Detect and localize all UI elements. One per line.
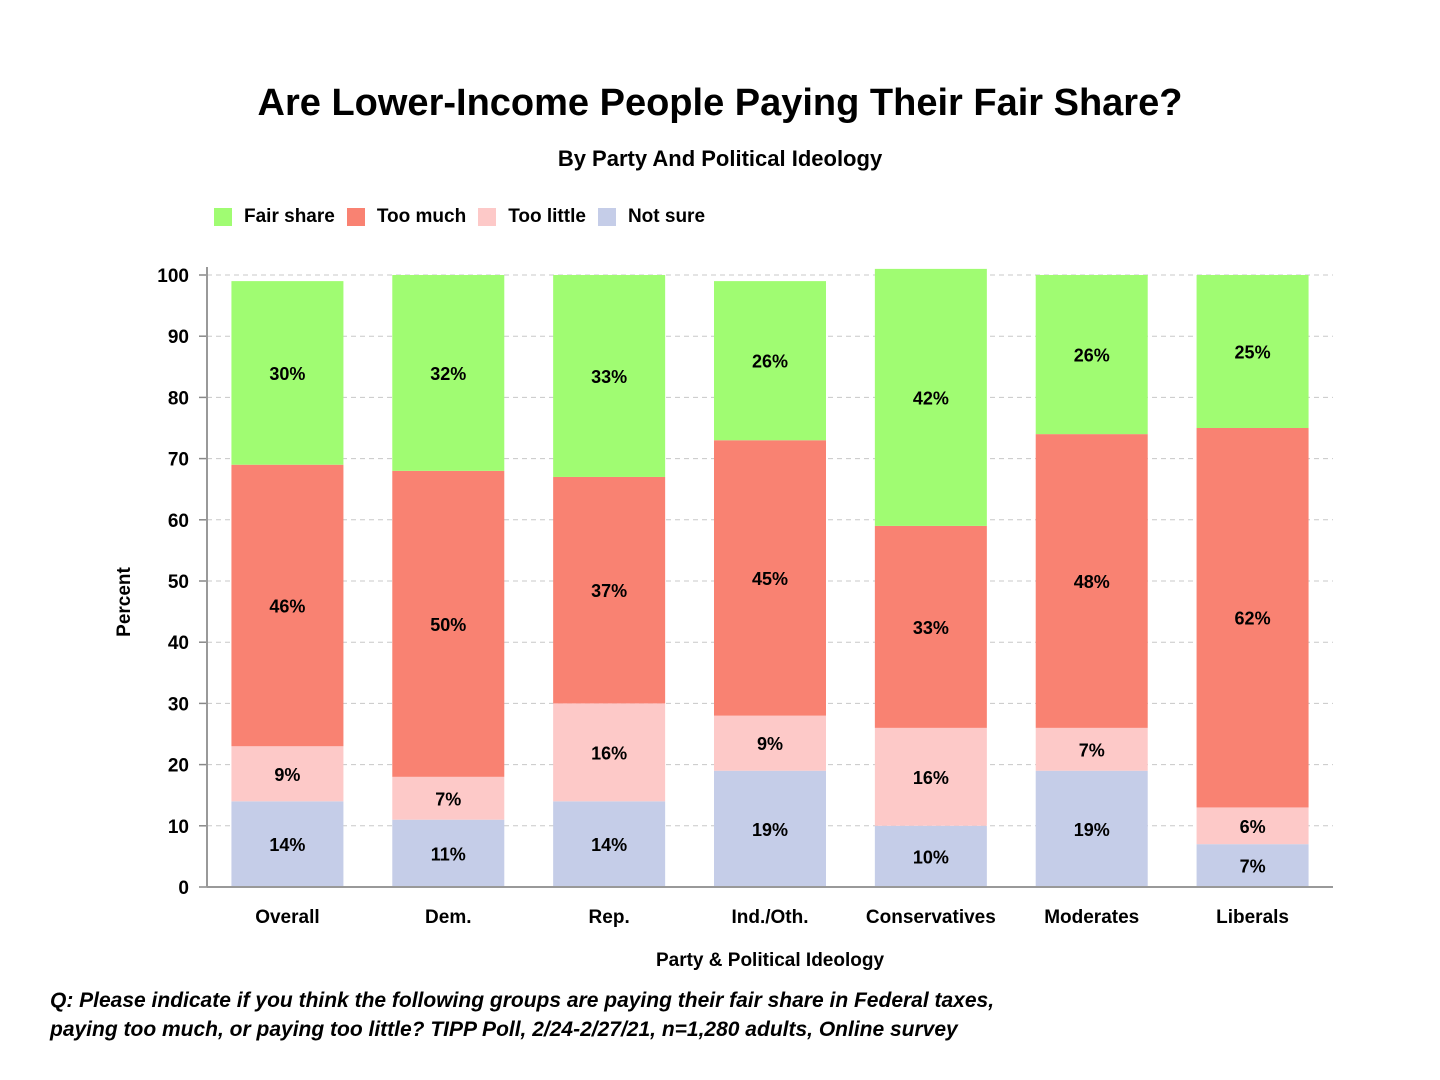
data-label-not-sure: 14% <box>591 835 627 855</box>
x-tick-label: Ind./Oth. <box>731 907 808 928</box>
data-label-too-little: 9% <box>757 734 783 754</box>
x-tick-label: Moderates <box>1044 907 1139 928</box>
bar-segment-not-sure <box>874 825 987 887</box>
bar-segment-too-much <box>231 464 344 747</box>
legend-label-not-sure: Not sure <box>627 206 706 227</box>
data-label-too-little: 16% <box>913 768 949 788</box>
bar-segment-not-sure <box>553 801 666 887</box>
data-label-fair-share: 33% <box>591 367 627 387</box>
data-label-fair-share: 26% <box>1074 346 1110 366</box>
bar-segment-fair-share <box>1196 275 1309 428</box>
chart-subtitle: By Party And Political Ideology <box>557 146 883 171</box>
data-label-too-little: 7% <box>1079 740 1105 760</box>
data-label-fair-share: 42% <box>913 388 949 408</box>
legend-swatch-fair-share <box>214 208 232 226</box>
bar-segment-too-little <box>874 727 987 826</box>
bar-segment-too-much <box>1196 428 1309 808</box>
y-tick-label: 70 <box>168 450 189 471</box>
legend: Fair share Too much Too little Not sure <box>214 206 717 228</box>
x-tick-label: Liberals <box>1216 907 1289 928</box>
bar-segment-too-little <box>392 776 505 820</box>
bar-segment-too-little <box>714 715 826 771</box>
legend-item-too-little: Too little <box>478 206 586 228</box>
data-label-too-much: 37% <box>591 581 627 601</box>
y-tick-label: 40 <box>168 633 189 654</box>
bar-segment-not-sure <box>392 819 505 887</box>
y-tick-label: 20 <box>168 756 189 777</box>
data-label-not-sure: 19% <box>752 820 788 840</box>
legend-swatch-not-sure <box>597 208 616 226</box>
data-label-too-much: 45% <box>752 569 788 589</box>
legend-item-not-sure: Not sure <box>597 206 706 228</box>
bar-segment-not-sure <box>1196 844 1309 887</box>
data-label-not-sure: 11% <box>431 844 466 864</box>
chart-title: Are Lower-Income People Paying Their Fai… <box>257 82 1183 124</box>
x-tick-label: Dem. <box>425 907 471 928</box>
data-label-not-sure: 7% <box>1240 857 1266 877</box>
data-label-not-sure: 14% <box>269 835 305 855</box>
data-label-fair-share: 26% <box>752 352 788 372</box>
bar-segment-fair-share <box>874 268 987 526</box>
bar-segment-too-little <box>1196 807 1309 845</box>
data-label-not-sure: 10% <box>913 847 949 867</box>
bar-segment-not-sure <box>231 801 344 887</box>
data-label-too-little: 7% <box>435 789 461 809</box>
data-label-too-much: 33% <box>913 618 949 638</box>
y-tick-label: 30 <box>168 694 189 715</box>
bar-segment-too-much <box>1035 434 1148 728</box>
bar-segment-too-little <box>1035 727 1148 771</box>
y-axis-title: Percent <box>114 566 135 636</box>
data-label-fair-share: 32% <box>430 364 466 384</box>
bar-segment-fair-share <box>231 281 344 465</box>
data-label-too-little: 6% <box>1240 817 1266 837</box>
footnote: Q: Please indicate if you think the foll… <box>50 986 994 1044</box>
footnote-line-2: paying too much, or paying too little? T… <box>50 1018 958 1041</box>
bar-segment-too-much <box>392 470 505 777</box>
data-label-fair-share: 30% <box>269 364 305 384</box>
data-label-too-much: 62% <box>1235 609 1271 629</box>
bar-segment-too-much <box>714 440 826 716</box>
bar-segment-not-sure <box>1035 770 1148 887</box>
legend-swatch-too-much <box>346 208 365 226</box>
legend-item-too-much: Too much <box>346 206 467 228</box>
x-axis-title: Party & Political Ideology <box>656 950 884 971</box>
y-tick-label: 10 <box>168 817 189 838</box>
bars: 14% 9% 46% 30% 11% 7% 50% 32% 14% 16% 37% 33% 19% 9% 4… <box>231 268 1309 887</box>
legend-swatch-too-little <box>478 208 497 226</box>
x-tick-label: Overall <box>255 907 319 928</box>
bar-segment-fair-share <box>553 275 666 477</box>
bar-segment-fair-share <box>714 281 826 441</box>
legend-label-too-much: Too much <box>376 206 467 227</box>
y-tick-label: 100 <box>157 266 189 287</box>
data-label-not-sure: 19% <box>1074 820 1110 840</box>
bar-segment-too-little <box>231 746 344 802</box>
data-label-too-much: 50% <box>430 615 466 635</box>
y-tick-label: 60 <box>168 511 189 532</box>
footnote-line-1: Q: Please indicate if you think the foll… <box>50 989 995 1012</box>
bar-segment-fair-share <box>1035 275 1148 435</box>
legend-item-fair-share: Fair share <box>214 206 335 228</box>
y-tick-label: 50 <box>168 572 189 593</box>
bar-segment-fair-share <box>392 275 505 471</box>
data-label-too-little: 16% <box>591 743 627 763</box>
data-label-too-much: 46% <box>269 596 305 616</box>
bar-segment-too-little <box>553 703 666 802</box>
data-label-fair-share: 25% <box>1235 343 1271 363</box>
bar-segment-too-much <box>874 525 987 728</box>
bar-segment-too-much <box>553 476 666 704</box>
data-label-too-much: 48% <box>1074 572 1110 592</box>
x-tick-label: Rep. <box>589 907 630 928</box>
bar-segment-not-sure <box>714 770 826 887</box>
y-tick-label: 0 <box>178 878 189 899</box>
legend-label-too-little: Too little <box>508 206 586 227</box>
y-tick-label: 80 <box>168 388 189 409</box>
axes: 0 10 20 30 40 50 60 70 80 90 100 Overall Dem. Rep. Ind… <box>157 266 1333 928</box>
legend-label-fair-share: Fair share <box>244 206 335 227</box>
x-tick-label: Conservatives <box>866 907 996 928</box>
y-tick-label: 90 <box>168 327 189 348</box>
data-label-too-little: 9% <box>274 765 300 785</box>
